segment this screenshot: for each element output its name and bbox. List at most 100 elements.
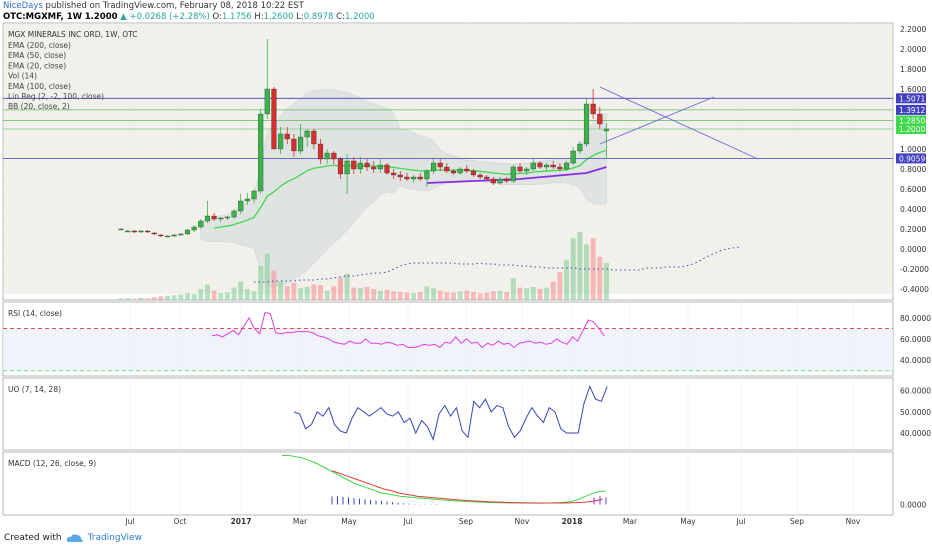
volume-bar <box>424 286 429 300</box>
candle-body <box>338 159 343 174</box>
volume-bar <box>571 238 576 300</box>
volume-bar <box>318 285 323 300</box>
candle-body <box>358 163 363 169</box>
candle-body <box>524 169 529 171</box>
volume-bar <box>531 287 536 300</box>
candle-body <box>604 129 609 131</box>
x-tick-label: 2017 <box>231 517 252 526</box>
volume-bar <box>365 287 370 300</box>
chart-canvas[interactable]: Jul Oct 2017 Mar May Jul Sep Nov 2018 Mar May Jul Se… <box>0 0 932 530</box>
x-tick-label: Mar <box>623 517 638 526</box>
candle-body <box>577 144 582 151</box>
candle-body <box>385 165 390 173</box>
volume-bar <box>278 281 283 300</box>
candle-body <box>491 179 496 183</box>
volume-bar <box>524 288 529 300</box>
candle-body <box>325 153 330 159</box>
candle-body <box>458 169 463 173</box>
candle-body <box>564 163 569 169</box>
volume-bar <box>584 244 589 300</box>
y-tick-label: 0.4000 <box>900 205 926 214</box>
volume-bar <box>604 263 609 300</box>
volume-bar <box>252 291 257 300</box>
volume-bar <box>225 292 230 300</box>
candle-body <box>298 137 303 151</box>
x-tick-label: Jul <box>124 517 134 526</box>
volume-bar <box>305 287 310 300</box>
volume-bar <box>557 272 562 300</box>
volume-bar <box>325 291 330 300</box>
candle-body <box>258 114 263 191</box>
volume-bar <box>285 286 290 300</box>
candle-body <box>425 171 430 179</box>
volume-bar <box>597 257 602 300</box>
volume-bar <box>458 291 463 300</box>
candle-body <box>371 167 376 169</box>
x-tick-label: May <box>341 517 357 526</box>
tradingview-cloud-icon <box>66 533 84 543</box>
volume-bar <box>172 295 177 300</box>
uo-y-tick: 60.0000 <box>900 387 931 396</box>
candle-body <box>591 104 596 114</box>
candle-body <box>584 104 589 144</box>
volume-bar <box>331 286 336 300</box>
candle-body <box>192 227 197 230</box>
candle-body <box>418 177 423 179</box>
volume-bar <box>471 292 476 300</box>
volume-bar <box>165 296 170 300</box>
volume-bar <box>258 266 263 300</box>
candle-body <box>305 131 310 137</box>
candle-body <box>551 165 556 167</box>
volume-bar <box>119 298 124 300</box>
y-tick-label: 1.6000 <box>900 85 926 94</box>
candle-body <box>218 218 223 219</box>
candle-body <box>391 173 396 175</box>
volume-bar <box>391 291 396 300</box>
candle-body <box>285 134 290 139</box>
x-tick-label: May <box>680 517 696 526</box>
candle-body <box>198 221 203 227</box>
candle-body <box>225 217 230 218</box>
candle-body <box>345 161 350 174</box>
volume-bar <box>145 298 150 300</box>
candle-body <box>531 163 536 169</box>
candle-body <box>471 171 476 175</box>
rsi-y-tick: 60.0000 <box>900 335 931 344</box>
volume-bar <box>351 288 356 300</box>
volume-bar <box>178 294 183 300</box>
volume-bar <box>212 291 217 300</box>
volume-bar <box>544 288 549 300</box>
volume-bar <box>271 271 276 300</box>
macd-y-tick: 0.0000 <box>900 501 926 510</box>
created-with-text: Created with <box>4 533 62 543</box>
y-tick-label: 1.8000 <box>900 65 926 74</box>
candle-body <box>558 167 563 169</box>
tradingview-link[interactable]: TradingView <box>88 533 142 543</box>
x-tick-label: Jul <box>402 517 412 526</box>
volume-bar <box>158 296 163 300</box>
candle-body <box>245 199 250 201</box>
volume-bar <box>291 283 296 300</box>
candle-body <box>205 216 210 221</box>
y-tick-label: -0.2000 <box>900 265 929 274</box>
volume-bar <box>464 291 469 300</box>
volume-bar <box>338 278 343 300</box>
x-tick-label: Sep <box>790 517 804 526</box>
x-tick-label: Jul <box>735 517 745 526</box>
x-tick-label: Sep <box>459 517 473 526</box>
candle-body <box>212 216 217 219</box>
y-tick-label: 0.6000 <box>900 185 926 194</box>
price-axis-label: 1.3912 <box>899 106 925 115</box>
price-axis-label: 1.2000 <box>899 125 925 134</box>
rsi-band <box>3 328 893 370</box>
price-axis-label: 0.9059 <box>899 154 925 163</box>
volume-bar <box>371 289 376 300</box>
candle-body <box>431 163 436 171</box>
y-tick-label: 0.0000 <box>900 245 926 254</box>
volume-bar <box>232 288 237 300</box>
volume-bar <box>444 292 449 300</box>
candle-body <box>159 235 164 236</box>
candle-body <box>351 161 356 169</box>
candle-body <box>518 167 523 171</box>
price-axis-label: 1.5071 <box>899 94 925 103</box>
